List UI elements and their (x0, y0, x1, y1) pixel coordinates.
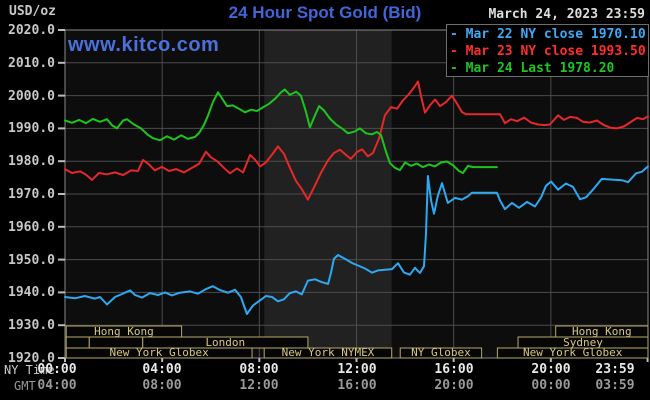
gmt-tick-label: 04:00 (37, 378, 77, 393)
session-label-london: London (205, 336, 245, 349)
ny-time-tick-label: 12:00 (337, 362, 377, 377)
series-line-0 (64, 165, 649, 315)
legend-item-0: - Mar 22 NY close 1970.10 (450, 27, 646, 42)
y-axis-units-label: USD/oz (9, 4, 56, 19)
gmt-tick-label: 00:00 (531, 378, 571, 393)
y-axis-label: 1950.0 (8, 252, 55, 268)
gmt-tick-label: 08:00 (142, 378, 182, 393)
session-box-new-york-globex (496, 347, 649, 359)
legend: - Mar 22 NY close 1970.10 - Mar 23 NY clo… (446, 24, 649, 77)
kitco-watermark: www.kitco.com (68, 34, 220, 56)
y-axis-label: 1940.0 (8, 285, 55, 301)
session-label-ny-globex: NY Globex (411, 346, 471, 359)
legend-item-2: - Mar 24 Last 1978.20 (450, 61, 615, 76)
session-label-new-york-globex: New York Globex (109, 346, 209, 359)
y-axis-label: 1990.0 (8, 121, 55, 137)
session-label-hong-kong: Hong Kong (572, 325, 632, 338)
session-label-sydney: Sydney (563, 336, 603, 349)
ny-time-tick-label: 08:00 (239, 362, 279, 377)
ny-time-tick-label: 16:00 (434, 362, 474, 377)
session-label-new-york-nymex: New York NYMEX (282, 346, 375, 359)
ny-time-tick-label: 00:00 (37, 362, 77, 377)
session-box-new-york-nymex (263, 347, 393, 359)
gmt-tick-label: 03:59 (595, 378, 635, 393)
gmt-tick-label: 12:00 (239, 378, 279, 393)
gmt-axis-label: GMT (14, 379, 36, 393)
series-line-2 (64, 88, 498, 174)
session-box-new-york-globex (65, 347, 253, 359)
gmt-tick-label: 20:00 (434, 378, 474, 393)
chart-title: 24 Hour Spot Gold (Bid) (228, 3, 422, 22)
y-axis-label: 1960.0 (8, 219, 55, 235)
gmt-tick-label: 16:00 (337, 378, 377, 393)
session-box-empty (65, 336, 90, 349)
session-box-ny-globex (399, 347, 483, 359)
session-label-hong-kong: Hong Kong (94, 325, 154, 338)
ny-time-tick-label: 23:59 (595, 362, 635, 377)
session-label-new-york-globex: New York Globex (523, 346, 623, 359)
series-line-1 (64, 80, 649, 201)
y-axis-label: 2010.0 (8, 55, 55, 71)
y-axis-label: 1970.0 (8, 187, 55, 202)
chart-timestamp: March 24, 2023 23:59 (488, 7, 645, 22)
y-axis-label: 1980.0 (8, 154, 55, 170)
ny-time-tick-label: 20:00 (531, 362, 571, 377)
y-axis-label: 2020.0 (8, 23, 55, 38)
y-axis-label: 2000.0 (8, 88, 55, 104)
ny-time-axis-label: NY Time (4, 363, 55, 377)
legend-item-1: - Mar 23 NY close 1993.50 (450, 44, 646, 59)
y-axis-label: 1930.0 (8, 318, 55, 334)
ny-time-tick-label: 04:00 (142, 362, 182, 377)
y-axis-label: 1920.0 (8, 351, 55, 366)
